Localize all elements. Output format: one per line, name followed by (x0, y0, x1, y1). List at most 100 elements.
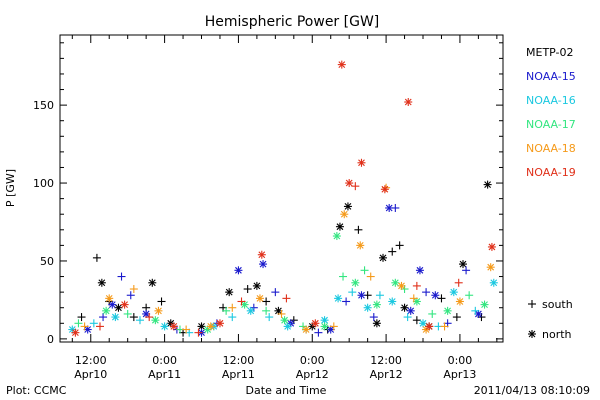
north-symbol (528, 330, 536, 338)
point-noaa-17-north (391, 278, 400, 287)
point-noaa-16-north (388, 297, 397, 306)
x-tick-date: Apr11 (148, 368, 181, 381)
point-noaa-17-north (332, 232, 341, 241)
point-noaa-19-south (282, 294, 291, 303)
point-noaa-16-south (403, 313, 412, 322)
point-noaa-18-north (356, 241, 365, 250)
point-noaa-16-north (111, 313, 120, 322)
point-noaa-16-north (334, 294, 343, 303)
point-noaa-19-north (215, 319, 224, 328)
point-noaa-16-north (363, 303, 372, 312)
point-noaa-19-south (351, 182, 360, 191)
point-noaa-15-north (142, 309, 151, 318)
point-noaa-19-north (404, 98, 413, 107)
point-noaa-16-north (489, 278, 498, 287)
y-tick-label: 0 (47, 333, 54, 346)
point-noaa-19-north (487, 242, 496, 251)
point-noaa-15-south (369, 313, 378, 322)
point-noaa-16-south (89, 319, 98, 328)
x-tick-date: Apr13 (443, 368, 476, 381)
point-noaa-16-south (471, 306, 480, 315)
point-noaa-16-north (449, 288, 458, 297)
point-noaa-15-north (406, 306, 415, 315)
point-noaa-18-south (80, 322, 89, 331)
point-noaa-18-north (206, 322, 215, 331)
point-noaa-16-south (348, 288, 357, 297)
point-noaa-18-south (228, 303, 237, 312)
point-noaa-18-south (440, 322, 449, 331)
point-metp-02-north (225, 288, 234, 297)
point-noaa-17-north (351, 278, 360, 287)
point-noaa-17-south (339, 272, 348, 281)
footer-timestamp: 2011/04/13 08:10:09 (474, 384, 590, 397)
legend: METP-02 NOAA-15 NOAA-16 NOAA-17 NOAA-18 NOAA-… (526, 46, 576, 179)
x-tick-time: 12:00 (75, 354, 107, 367)
point-noaa-18-south (277, 309, 286, 318)
legend-entry: NOAA-19 (526, 166, 576, 179)
point-noaa-15-south (117, 272, 126, 281)
symbol-legend: south north (528, 298, 573, 341)
point-noaa-15-south (271, 288, 280, 297)
point-metp-02-south (129, 313, 138, 322)
plot-frame (59, 34, 504, 343)
point-noaa-17-south (222, 306, 231, 315)
x-axis-label: Date and Time (246, 384, 327, 397)
point-noaa-15-south (342, 297, 351, 306)
x-tick-date: Apr11 (222, 368, 255, 381)
legend-entry: METP-02 (526, 46, 574, 59)
symbol-legend-label: north (542, 328, 572, 341)
point-noaa-15-north (108, 300, 117, 309)
point-noaa-16-south (265, 313, 274, 322)
point-metp-02-south (412, 316, 421, 325)
y-axis-label: P [GW] (4, 169, 17, 207)
point-noaa-18-south (182, 325, 191, 334)
point-noaa-16-north (283, 322, 292, 331)
point-noaa-18-north (455, 297, 464, 306)
point-noaa-19-south (412, 281, 421, 290)
point-noaa-16-south (375, 291, 384, 300)
data-points (68, 60, 498, 337)
point-noaa-17-south (360, 266, 369, 275)
legend-entry: NOAA-15 (526, 70, 576, 83)
point-noaa-15-south (314, 328, 323, 337)
point-noaa-15-north (431, 291, 440, 300)
point-noaa-19-north (71, 328, 80, 337)
point-noaa-19-south (194, 328, 203, 337)
point-metp-02-north (343, 202, 352, 211)
point-noaa-17-north (102, 306, 111, 315)
point-noaa-18-north (105, 294, 114, 303)
point-noaa-17-north (480, 300, 489, 309)
x-tick-time: 0:00 (152, 354, 177, 367)
y-axis: 0 50 100 150 (33, 42, 503, 346)
point-noaa-18-north (397, 281, 406, 290)
point-noaa-17-north (443, 306, 452, 315)
point-noaa-19-north (380, 185, 389, 194)
y-tick-label: 100 (33, 177, 54, 190)
point-metp-02-south (452, 313, 461, 322)
point-metp-02-south (77, 313, 86, 322)
point-noaa-17-north (320, 322, 329, 331)
point-noaa-17-north (280, 316, 289, 325)
point-metp-02-south (395, 241, 404, 250)
point-metp-02-north (97, 278, 106, 287)
point-noaa-18-north (486, 263, 495, 272)
point-noaa-19-north (337, 60, 346, 69)
point-noaa-16-north (320, 316, 329, 325)
x-tick-time: 0:00 (448, 354, 473, 367)
point-noaa-19-north (120, 300, 129, 309)
x-tick-date: Apr12 (296, 368, 329, 381)
point-noaa-15-south (422, 288, 431, 297)
point-metp-02-north (335, 222, 344, 231)
x-tick-date: Apr12 (370, 368, 403, 381)
point-metp-02-south (354, 225, 363, 234)
point-noaa-18-south (366, 272, 375, 281)
point-noaa-19-north (425, 322, 434, 331)
point-noaa-17-north (151, 316, 160, 325)
point-noaa-19-south (454, 278, 463, 287)
point-noaa-19-north (257, 250, 266, 259)
point-noaa-17-north (372, 300, 381, 309)
legend-entry: NOAA-18 (526, 142, 576, 155)
point-metp-02-north (372, 319, 381, 328)
symbol-legend-label: south (542, 298, 573, 311)
point-noaa-17-south (74, 319, 83, 328)
